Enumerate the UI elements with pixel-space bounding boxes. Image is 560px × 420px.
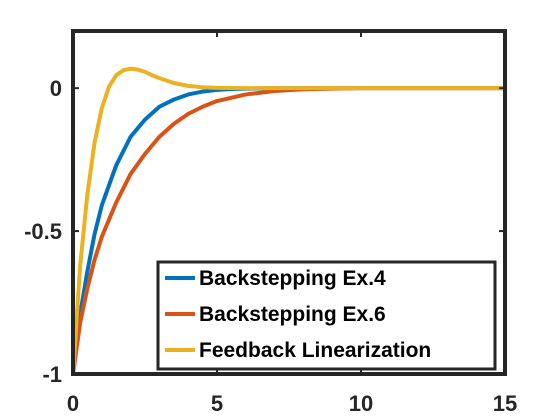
legend-label-1: Backstepping Ex.4	[199, 267, 386, 290]
axes-box	[71, 29, 507, 376]
series-layer	[73, 66, 505, 374]
y-tick-label: -1	[42, 362, 62, 387]
x-tick-label: 0	[67, 391, 79, 416]
legend-label-3: Feedback Linearization	[199, 339, 431, 362]
ticks-layer: 0 5 10 15 -1 -0.5 0	[24, 31, 517, 416]
legend-box	[156, 260, 497, 371]
y-tick-label: -0.5	[24, 219, 62, 244]
series-line-3	[73, 66, 505, 374]
x-tick-label: 5	[211, 391, 223, 416]
x-tick-label: 15	[493, 391, 517, 416]
x-tick-label: 10	[349, 391, 373, 416]
legend-label-2: Backstepping Ex.6	[199, 303, 386, 326]
axes-layer	[71, 29, 507, 376]
legend: Backstepping Ex.4 Backstepping Ex.6 Feedba…	[156, 260, 497, 371]
y-tick-label: 0	[50, 76, 62, 101]
